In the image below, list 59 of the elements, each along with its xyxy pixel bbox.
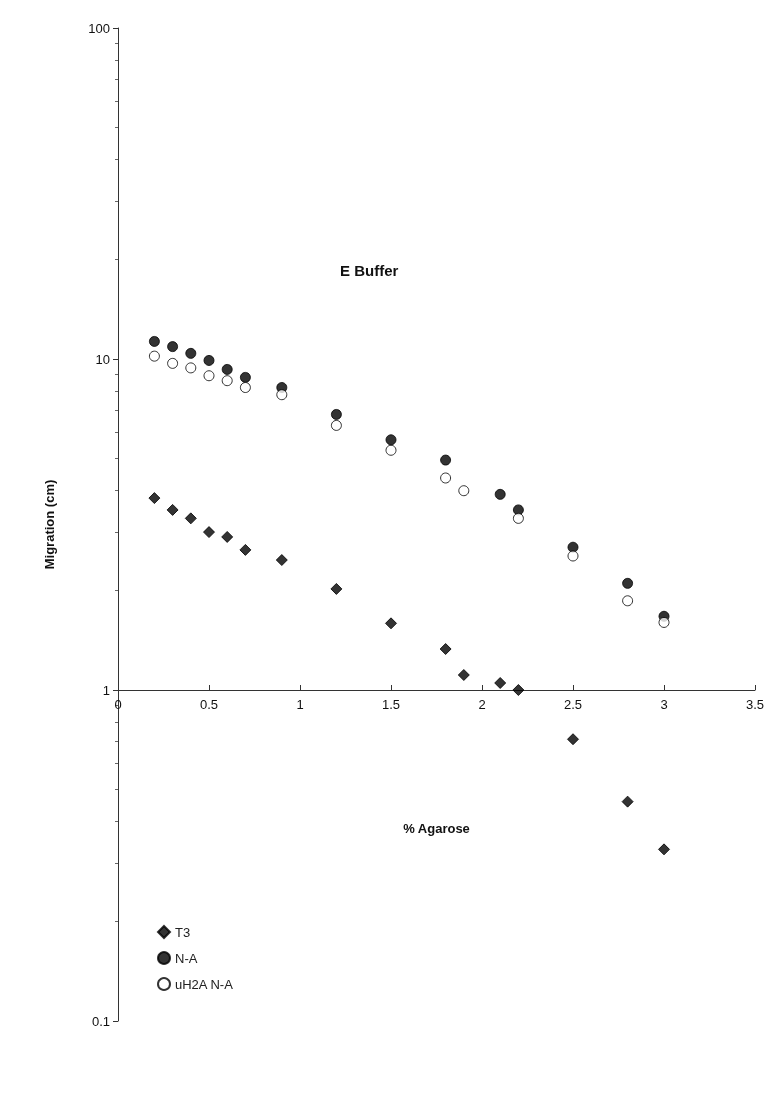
point [385,434,397,446]
point [621,795,634,808]
point [167,341,179,353]
x-tick-label: 3.5 [745,697,765,712]
x-tick-label: 1 [296,697,304,712]
point [622,577,634,589]
point [658,843,670,856]
point [239,371,251,383]
y-tick-label: 100 [88,20,110,36]
point [203,370,215,382]
x-tick-label: 1.5 [381,697,401,712]
point [385,617,397,630]
point [330,419,342,431]
point [439,643,452,656]
x-axis-title: % Agarose [403,821,470,836]
y-axis-title: Migration (cm) [42,479,57,570]
point [148,492,161,505]
point [567,550,579,562]
point [458,485,470,497]
point [166,503,179,516]
point [185,362,197,374]
point [184,512,197,525]
legend-label: T3 [175,924,191,940]
point [148,335,160,347]
point [276,389,288,401]
point [239,543,252,556]
point [512,684,525,696]
point [239,382,251,394]
point [185,347,197,359]
point [457,669,470,681]
point [512,512,524,524]
x-tick-label: 3 [660,697,668,712]
legend-label: N-A [175,950,198,966]
text: E Buffer [340,262,399,279]
x-tick-label: 2.5 [563,697,583,712]
point [203,526,215,539]
y-tick-label: 1 [102,682,110,698]
y-tick-label: 0.1 [91,1013,110,1029]
point [275,554,288,567]
x-tick-label: 2 [478,697,486,712]
point [494,676,507,689]
point [330,582,343,595]
point [221,530,234,543]
point [330,408,342,420]
point [203,354,215,366]
point [440,472,452,484]
point [385,444,397,456]
point [567,733,579,746]
point [658,616,670,628]
point [494,488,506,500]
point [221,363,233,375]
point [622,595,634,607]
point [167,357,179,369]
legend-label: uH2A N-A [175,976,234,992]
y-tick-label: 10 [95,351,110,367]
point [148,350,160,362]
x-tick-label: 0.5 [199,697,219,712]
point [440,454,452,466]
point [221,375,233,387]
